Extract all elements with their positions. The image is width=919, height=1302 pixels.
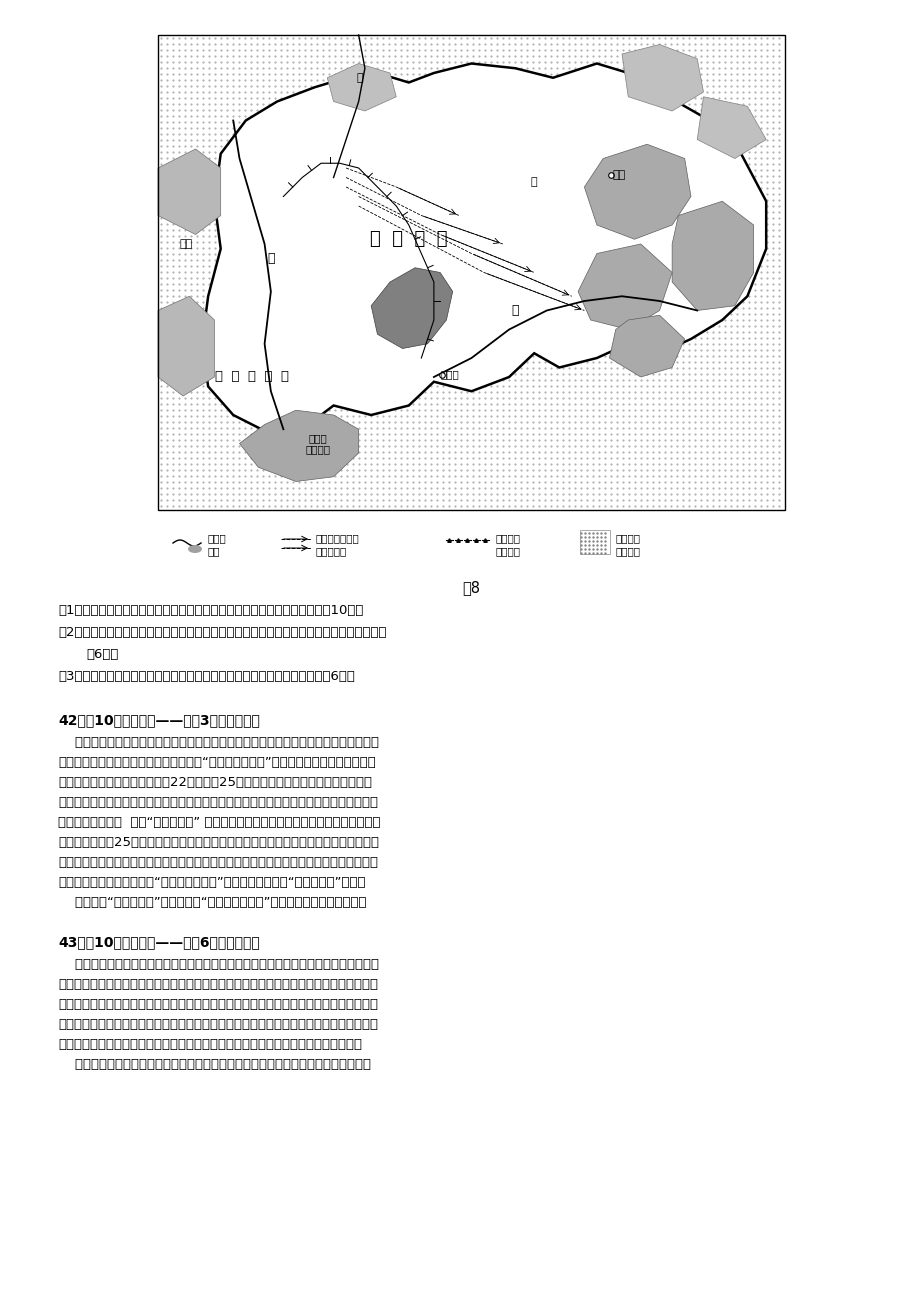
Text: 江: 江 <box>511 303 518 316</box>
Text: 江: 江 <box>530 177 537 187</box>
Bar <box>579 530 609 553</box>
Text: 陵、岗地: 陵、岗地 <box>616 546 641 556</box>
Polygon shape <box>697 96 766 159</box>
Text: 为什么说内蒙古草原鼠害是生态环境破坏的结果，也是生态环境进一步恶化的开始？: 为什么说内蒙古草原鼠害是生态环境破坏的结果，也是生态环境进一步恶化的开始？ <box>58 1057 370 1070</box>
Text: 俗风情和民居建筑于一园，内含22个民族的25个村寨，通过民族风情表演、民间手工: 俗风情和民居建筑于一园，内含22个民族的25个村寨，通过民族风情表演、民间手工 <box>58 776 371 789</box>
Text: 民俗文化村是指在旅游点兴建的把某一时期或某一区域的民俗文化，依照一定的方式和: 民俗文化村是指在旅游点兴建的把某一时期或某一区域的民俗文化，依照一定的方式和 <box>58 736 379 749</box>
Polygon shape <box>327 64 396 111</box>
Text: 42．（10分）《地理——选修3：旅游地理》: 42．（10分）《地理——选修3：旅游地理》 <box>58 713 259 727</box>
Text: 图8: 图8 <box>462 581 480 595</box>
Text: 大致位置: 大致位置 <box>495 546 520 556</box>
Text: 多、土丘多，使牧草覆盖度下降，有的地区已成为不毛之地。二是使草原生产力下降，一部: 多、土丘多，使牧草覆盖度下降，有的地区已成为不毛之地。二是使草原生产力下降，一部 <box>58 978 378 991</box>
Polygon shape <box>584 145 690 240</box>
Text: 风格加以集中反映的人造旅游景观。深圳“中华民俗文化村”荟萸中国各民族民间艺术、民: 风格加以集中反映的人造旅游景观。深圳“中华民俗文化村”荟萸中国各民族民间艺术、民 <box>58 755 375 768</box>
Text: （6分）: （6分） <box>85 647 119 660</box>
Text: 洞  庭  湖  平  原: 洞 庭 湖 平 原 <box>215 371 289 384</box>
Text: （2）自荆江北堤完成迄今数百年间，洞庭湖面积经过了先扩大后缩小的过程。简析其原因。: （2）自荆江北堤完成迄今数百年间，洞庭湖面积经过了先扩大后缩小的过程。简析其原因… <box>58 625 386 638</box>
Text: 族风情。将云华25个民族的文化风情、建筑艺术、音乐舞蹈、宗教信仰、生活环境均如实: 族风情。将云华25个民族的文化风情、建筑艺术、音乐舞蹈、宗教信仰、生活环境均如实 <box>58 836 379 849</box>
Polygon shape <box>239 410 358 482</box>
Text: 43．（10分）《地理——选修6：环境保护》: 43．（10分）《地理——选修6：环境保护》 <box>58 935 259 949</box>
Polygon shape <box>621 44 703 111</box>
Polygon shape <box>201 64 766 434</box>
Text: 鼠类栋息。内蒙古草原鼠害是生态环境破坏的结果，也是生态环境进一步恶化的开始。: 鼠类栋息。内蒙古草原鼠害是生态环境破坏的结果，也是生态环境进一步恶化的开始。 <box>58 1038 361 1051</box>
Text: （1）简析荆江北堤修筑后对江汉平原地势特征的形成和湖泊分布的影响。（10分）: （1）简析荆江北堤修筑后对江汉平原地势特征的形成和湖泊分布的影响。（10分） <box>58 604 363 617</box>
Text: 汉江泛溺时水、: 汉江泛溺时水、 <box>315 533 359 543</box>
Polygon shape <box>158 148 221 234</box>
Polygon shape <box>577 243 672 329</box>
Text: 分地区的牧草被噚食一光，成为一片次生裸地或者沙地，失去放牧价値。研究表明，草原植: 分地区的牧草被噚食一光，成为一片次生裸地或者沙地，失去放牧价値。研究表明，草原植 <box>58 997 378 1010</box>
Text: 长期经营的情况来看，深圳“中华民俗文化村”接待的游客数量比“云南民族村”更多。: 长期经营的情况来看，深圳“中华民俗文化村”接待的游客数量比“云南民族村”更多。 <box>58 875 365 888</box>
Text: 洞庭湖
（局部）: 洞庭湖 （局部） <box>305 432 330 454</box>
Ellipse shape <box>187 546 202 553</box>
Text: 艺展示、定期举办大型民间节庆活动，多角度、多侧面地展示出我国各民族丰富多彩的民风: 艺展示、定期举办大型民间节庆活动，多角度、多侧面地展示出我国各民族丰富多彩的民风 <box>58 796 378 809</box>
Polygon shape <box>608 315 684 378</box>
Bar <box>158 35 784 510</box>
Text: 武汉: 武汉 <box>611 171 625 180</box>
Text: 低山、丘: 低山、丘 <box>616 533 641 543</box>
Text: 枝江: 枝江 <box>179 240 193 249</box>
Polygon shape <box>672 202 753 310</box>
Text: 近年来内蒙古草原鼠害严重，鼠洞遍地。害鼠对草原的破坏，一是破坏草原，鼠多、洞: 近年来内蒙古草原鼠害严重，鼠洞遍地。害鼠对草原的破坏，一是破坏草原，鼠多、洞 <box>58 957 379 970</box>
Text: 地展示出来，是云南民族文化的缩影。以上两个民俗文化村都是开发比较成功的案例。但从: 地展示出来，是云南民族文化的缩影。以上两个民俗文化村都是开发比较成功的案例。但从 <box>58 855 378 868</box>
Polygon shape <box>370 268 452 349</box>
Text: 长: 长 <box>267 251 274 264</box>
Text: 沙运动方向: 沙运动方向 <box>315 546 346 556</box>
Text: 城陵矶: 城陵矶 <box>439 370 459 380</box>
Text: 湖泊: 湖泊 <box>208 546 221 556</box>
Text: 江  汉  平  原: 江 汉 平 原 <box>369 230 447 249</box>
Text: 简析：与“云南民族村”比较，深圳“中华民俗文化村”接待游客数量更多的原因。: 简析：与“云南民族村”比较，深圳“中华民俗文化村”接待游客数量更多的原因。 <box>58 896 366 909</box>
Polygon shape <box>158 297 214 396</box>
Text: （3）简述荆江北堤修筑后对江汉平原的土地资源开发所产生的积极影响。（6分）: （3）简述荆江北堤修筑后对江汉平原的土地资源开发所产生的积极影响。（6分） <box>58 669 355 682</box>
Text: 汉: 汉 <box>357 73 363 83</box>
Text: 河流、: 河流、 <box>208 533 226 543</box>
Text: 被覆盖度和植被高度是鼠类选择栋息地的主要限制因素，当植被达到一定高度时，即不适应: 被覆盖度和植被高度是鼠类选择栋息地的主要限制因素，当植被达到一定高度时，即不适应 <box>58 1017 378 1030</box>
Text: 荆江北堤: 荆江北堤 <box>495 533 520 543</box>
Text: 民情和民俗文化。  昆明“云南民族村” 的民族村寨采用复原陈列的手法展示云南省内的民: 民情和民俗文化。 昆明“云南民族村” 的民族村寨采用复原陈列的手法展示云南省内的… <box>58 815 380 828</box>
